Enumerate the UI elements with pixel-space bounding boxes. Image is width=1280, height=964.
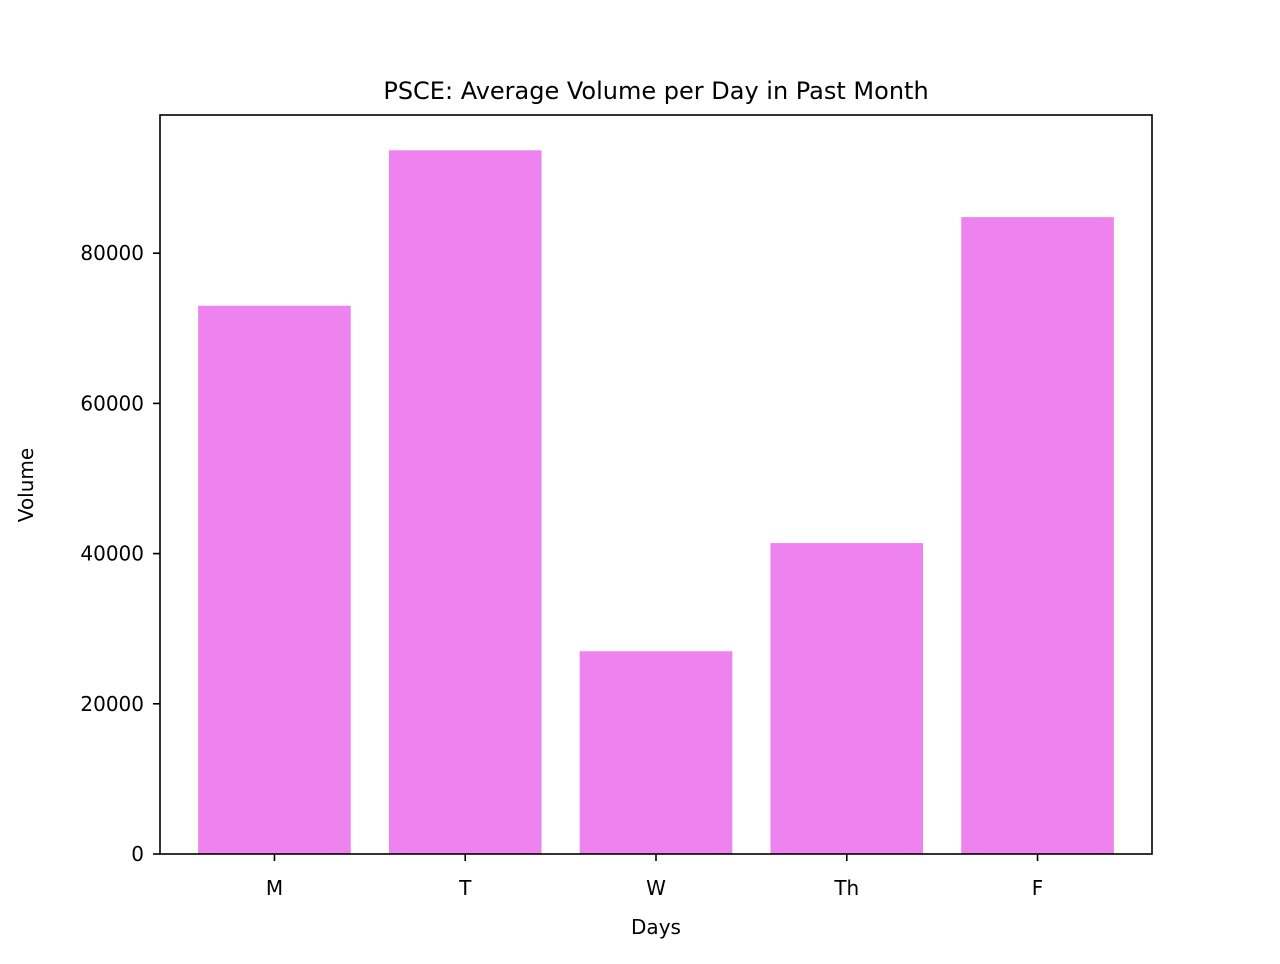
plot-area-frame bbox=[159, 114, 1153, 855]
bar-th bbox=[770, 543, 924, 854]
bar-w bbox=[579, 651, 733, 854]
y-tick-label: 60000 bbox=[80, 391, 144, 415]
x-tick-label: T bbox=[458, 876, 472, 900]
bar-m bbox=[198, 305, 351, 854]
x-tick-label: W bbox=[646, 876, 666, 900]
y-axis-ticks: 0 20000 40000 60000 80000 bbox=[80, 241, 160, 866]
y-axis-label: Volume bbox=[14, 448, 38, 522]
bar-t bbox=[388, 150, 542, 855]
chart-title: PSCE: Average Volume per Day in Past Mon… bbox=[383, 77, 928, 105]
y-tick-label: 20000 bbox=[80, 692, 144, 716]
x-axis-label: Days bbox=[631, 915, 681, 939]
x-axis-ticks: M T W Th F bbox=[266, 854, 1043, 900]
x-tick-label: F bbox=[1032, 876, 1044, 900]
bars bbox=[198, 150, 1114, 855]
y-tick-label: 40000 bbox=[80, 542, 144, 566]
y-tick-label: 0 bbox=[131, 842, 144, 866]
x-tick-label: Th bbox=[833, 876, 859, 900]
x-tick-label: M bbox=[266, 876, 283, 900]
bar-f bbox=[961, 217, 1114, 854]
y-tick-label: 80000 bbox=[80, 241, 144, 265]
